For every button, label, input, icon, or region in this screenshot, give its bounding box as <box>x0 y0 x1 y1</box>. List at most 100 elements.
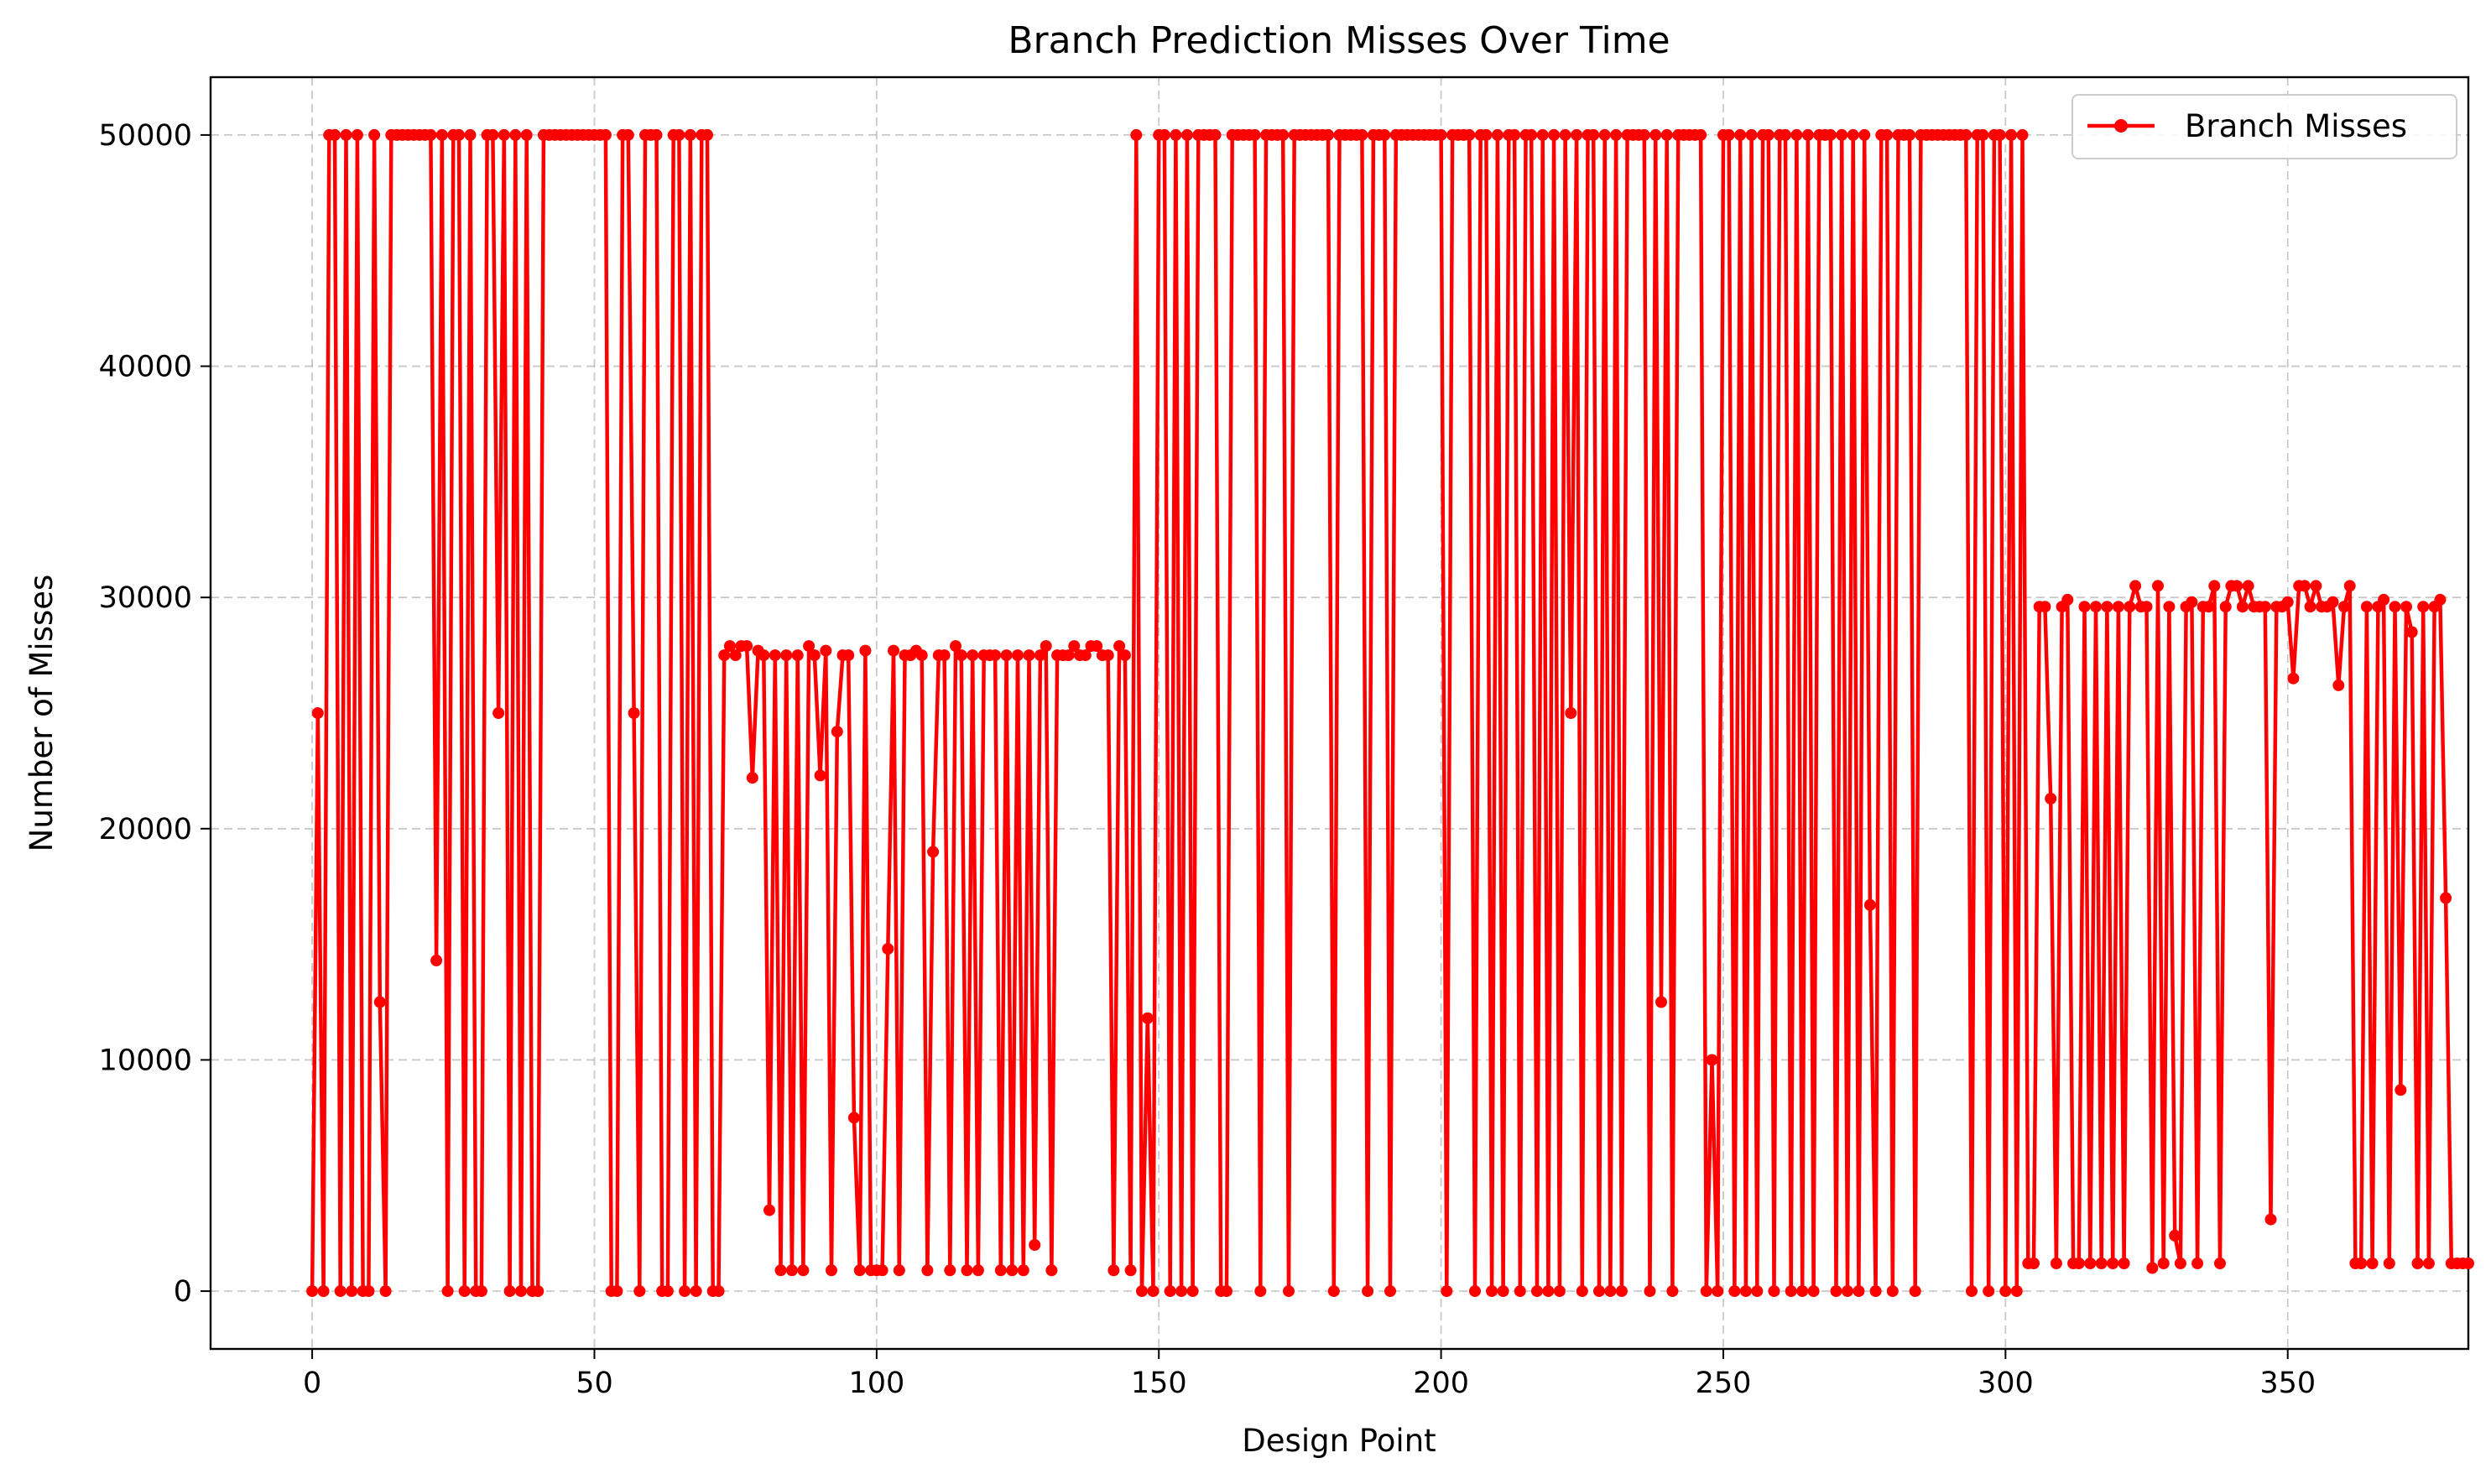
data-point <box>2338 601 2350 613</box>
chart-title: Branch Prediction Misses Over Time <box>1008 19 1670 62</box>
data-point <box>1254 1285 1267 1298</box>
data-point <box>1762 128 1774 141</box>
data-point <box>1739 1285 1752 1298</box>
data-point <box>1593 1285 1605 1298</box>
data-point <box>1847 128 1859 141</box>
data-point <box>1842 1285 1853 1298</box>
data-point <box>2050 1257 2062 1269</box>
data-point <box>2417 601 2430 613</box>
data-point <box>797 1264 810 1277</box>
data-point <box>1277 128 1290 141</box>
x-tick-label: 150 <box>1131 1367 1187 1400</box>
data-point <box>1469 1285 1481 1298</box>
data-point <box>1830 1285 1842 1298</box>
data-point <box>1712 1285 1724 1298</box>
data-point <box>729 649 742 662</box>
data-point <box>1700 1285 1712 1298</box>
data-point <box>2090 601 2102 613</box>
data-point <box>2304 601 2316 613</box>
data-point <box>334 1285 347 1298</box>
data-point <box>1091 640 1103 653</box>
data-point <box>1536 128 1549 141</box>
data-point <box>2343 580 2356 592</box>
data-point <box>2208 580 2221 592</box>
data-point <box>1853 1285 1865 1298</box>
data-point <box>1993 128 2006 141</box>
data-point <box>1023 649 1035 662</box>
data-point <box>1655 996 1667 1008</box>
data-point <box>2169 1229 2181 1242</box>
data-point <box>820 644 832 657</box>
data-point <box>758 649 770 662</box>
data-point <box>746 772 758 784</box>
data-point <box>1559 128 1571 141</box>
data-point <box>774 1264 787 1277</box>
data-point <box>532 1285 545 1298</box>
data-point <box>2045 793 2057 804</box>
data-point <box>1062 649 1075 662</box>
data-point <box>1480 128 1493 141</box>
data-point <box>893 1264 905 1277</box>
data-point <box>329 128 341 141</box>
data-point <box>2434 593 2447 606</box>
data-point <box>498 128 510 141</box>
data-point <box>1384 1285 1396 1298</box>
data-point <box>2298 580 2311 592</box>
data-point <box>1836 128 1848 141</box>
data-point <box>2186 596 2198 608</box>
data-point <box>1960 128 1972 141</box>
data-point <box>791 649 804 662</box>
data-point <box>1553 1285 1566 1298</box>
data-point <box>927 846 940 858</box>
y-tick-label: 40000 <box>99 351 192 384</box>
data-point <box>628 707 640 719</box>
data-point <box>944 1264 956 1277</box>
data-point <box>769 649 781 662</box>
data-point <box>1722 128 1735 141</box>
data-point <box>1079 649 1092 662</box>
data-point <box>2214 1257 2226 1269</box>
data-point <box>1514 1285 1526 1298</box>
data-point <box>1486 1285 1498 1298</box>
data-point <box>1565 707 1577 719</box>
data-point <box>2383 1257 2395 1269</box>
data-point <box>2242 580 2254 592</box>
data-point <box>1542 1285 1555 1298</box>
data-point <box>1327 1285 1340 1298</box>
data-point <box>1576 1285 1588 1298</box>
data-point <box>306 1285 319 1298</box>
legend-marker <box>2114 119 2128 133</box>
data-point <box>464 128 477 141</box>
data-point <box>842 649 855 662</box>
data-point <box>1604 1285 1617 1298</box>
x-tick-label: 300 <box>1978 1367 2034 1400</box>
data-point <box>2202 601 2215 613</box>
data-point <box>831 726 843 738</box>
data-point <box>2140 601 2153 613</box>
data-point <box>1904 128 1915 141</box>
data-point <box>741 640 753 653</box>
data-point <box>803 640 816 653</box>
data-point <box>515 1285 527 1298</box>
x-tick-label: 200 <box>1413 1367 1469 1400</box>
data-point <box>763 1204 775 1216</box>
data-point <box>955 649 967 662</box>
data-point <box>1034 649 1046 662</box>
data-point <box>1102 649 1114 662</box>
data-point <box>1796 1285 1809 1298</box>
data-point <box>876 1264 889 1277</box>
data-point <box>1283 1285 1295 1298</box>
data-point <box>2112 601 2124 613</box>
data-point <box>1587 128 1600 141</box>
data-point <box>2028 1257 2040 1269</box>
data-point <box>1886 1285 1899 1298</box>
data-point <box>1666 1285 1679 1298</box>
data-point <box>2129 580 2142 592</box>
data-point <box>826 1264 837 1277</box>
data-point <box>441 1285 454 1298</box>
data-point <box>972 1264 984 1277</box>
data-point <box>2146 1262 2159 1274</box>
data-point <box>2084 1257 2097 1269</box>
data-point <box>2378 593 2390 606</box>
